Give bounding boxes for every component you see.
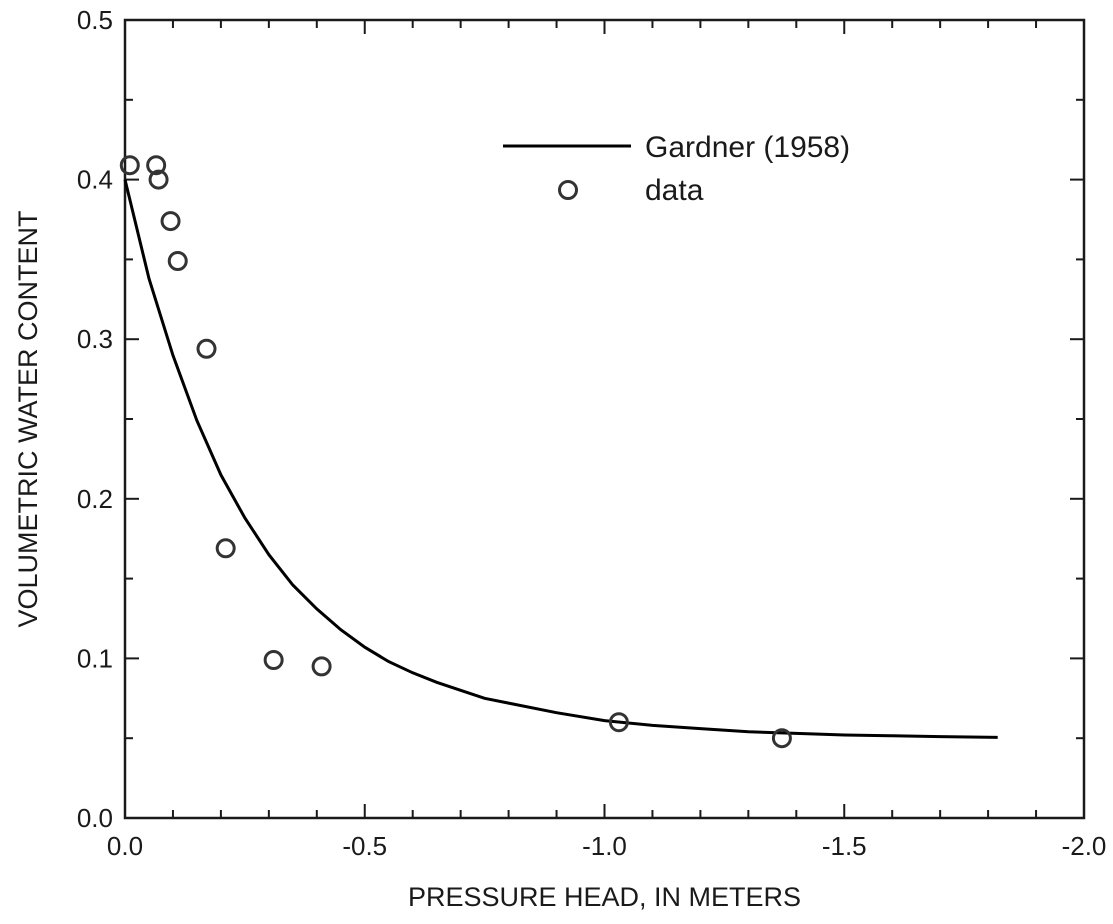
series-layer xyxy=(119,155,998,749)
data-point xyxy=(215,538,236,559)
x-tick-labels: 0.0 -0.5 -1.0 -1.5 -2.0 xyxy=(107,831,1106,861)
plot-area xyxy=(123,18,1086,820)
y-tick-label: 0.4 xyxy=(77,165,113,195)
data-point xyxy=(311,656,332,677)
data-point xyxy=(119,155,140,176)
data-point xyxy=(608,712,629,733)
data-point xyxy=(146,155,167,176)
y-tick-label: 0.1 xyxy=(77,643,113,673)
y-tick-label: 0.3 xyxy=(77,324,113,354)
x-tick-label: -1.5 xyxy=(822,831,867,861)
data-point xyxy=(160,211,181,232)
x-tick-label: -2.0 xyxy=(1062,831,1107,861)
axis-ticks xyxy=(124,19,1085,819)
data-point xyxy=(167,250,188,271)
x-tick-label: -1.0 xyxy=(582,831,627,861)
y-tick-label: 0.0 xyxy=(77,803,113,833)
data-point xyxy=(196,338,217,359)
data-point xyxy=(148,169,169,190)
plot-frame xyxy=(123,18,1086,820)
x-tick-label: -0.5 xyxy=(342,831,387,861)
data-point xyxy=(771,728,792,749)
legend: Gardner (1958) data xyxy=(503,131,850,207)
y-tick-labels: 0.0 0.1 0.2 0.3 0.4 0.5 xyxy=(77,5,113,833)
x-tick-label: 0.0 xyxy=(107,831,143,861)
y-axis-title: VOLUMETRIC WATER CONTENT xyxy=(13,211,43,628)
y-tick-label: 0.5 xyxy=(77,5,113,35)
y-tick-label: 0.2 xyxy=(77,484,113,514)
legend-label-gardner: Gardner (1958) xyxy=(645,131,850,164)
x-axis-title: PRESSURE HEAD, IN METERS xyxy=(408,882,801,912)
legend-marker-swatch xyxy=(558,180,578,200)
data-point xyxy=(263,649,284,670)
legend-label-data: data xyxy=(645,174,704,207)
gardner-curve-line xyxy=(123,179,998,739)
